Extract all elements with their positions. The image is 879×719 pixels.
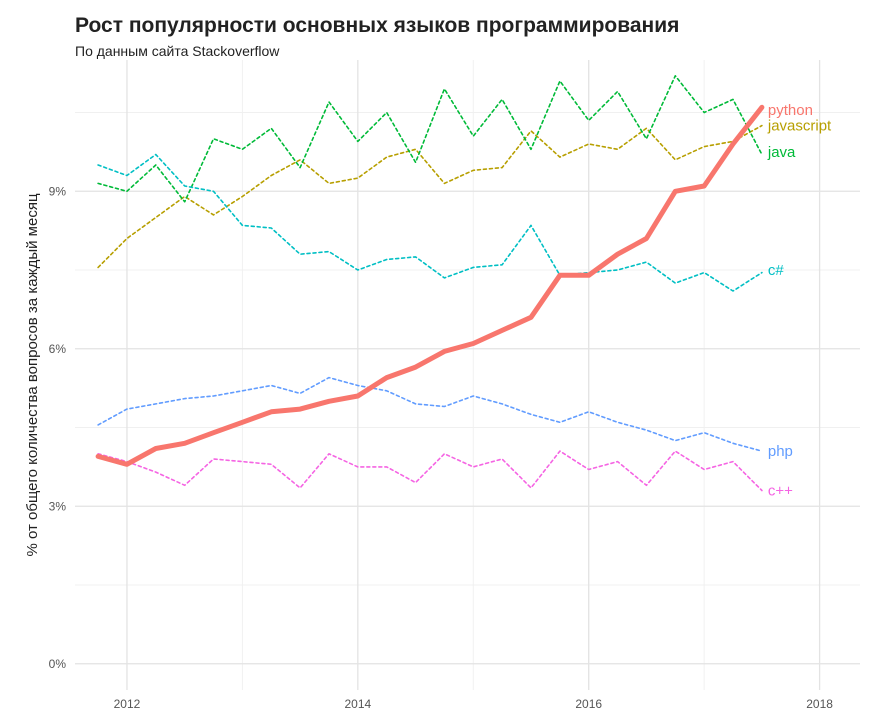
y-tick-label: 0% [49, 657, 67, 671]
series-line-python [95, 104, 765, 467]
x-tick-label: 2018 [806, 697, 833, 711]
grid [75, 60, 860, 690]
y-axis-label: % от общего количества вопросов за кажды… [24, 193, 41, 556]
series-line-c [97, 153, 763, 292]
y-tick-label: 3% [49, 499, 67, 513]
series-lines [95, 75, 765, 492]
series-label: c# [768, 262, 785, 279]
series-line-php [97, 376, 763, 452]
x-axis-ticks: 2012 2014 2016 2018 [114, 697, 834, 711]
series-line-java [97, 75, 763, 203]
y-axis-ticks: 0% 3% 6% 9% [49, 184, 67, 671]
series-label: python [768, 102, 813, 119]
x-tick-label: 2012 [114, 697, 141, 711]
series-label: php [768, 443, 793, 460]
chart-title: Рост популярности основных языков програ… [75, 14, 680, 37]
chart-subtitle: По данным сайта Stackoverflow [75, 43, 280, 59]
x-tick-label: 2014 [344, 697, 371, 711]
series-label: javascript [767, 118, 832, 135]
series-line-c [97, 450, 763, 492]
y-tick-label: 6% [49, 342, 67, 356]
series-label: c++ [768, 483, 793, 500]
series-label: java [767, 144, 796, 161]
series-line-javascript [97, 124, 763, 269]
y-tick-label: 9% [49, 184, 67, 198]
x-tick-label: 2016 [575, 697, 602, 711]
